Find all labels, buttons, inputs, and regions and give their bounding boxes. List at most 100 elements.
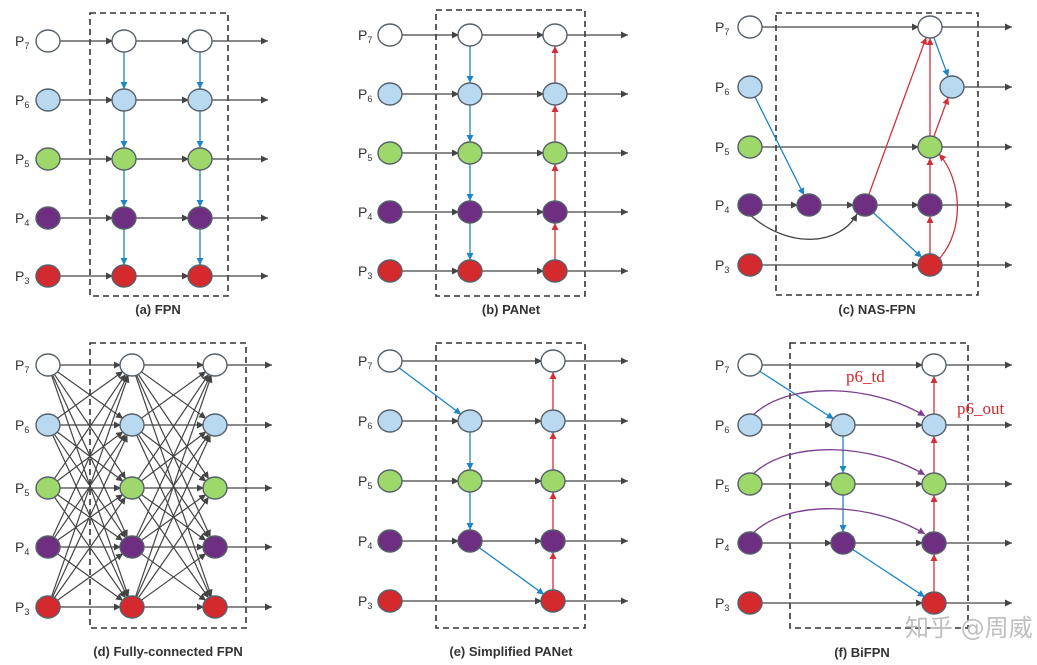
dashed-block-boundary	[775, 12, 979, 296]
level-label-p5: P5	[15, 151, 29, 169]
level-label-p6: P6	[715, 417, 729, 435]
top-down-edge	[851, 548, 926, 598]
level-subscript: 7	[724, 365, 729, 375]
level-subscript: 7	[367, 35, 372, 45]
node-p6	[377, 82, 403, 106]
level-subscript: 3	[367, 601, 372, 611]
node-p3	[917, 253, 943, 277]
lateral-edge	[53, 373, 127, 480]
level-label-p5: P5	[15, 480, 29, 498]
node-p5	[377, 469, 403, 493]
node-p7	[737, 15, 763, 39]
node-p6	[35, 413, 61, 437]
node-p5	[35, 147, 61, 171]
level-label-p7: P7	[358, 27, 372, 45]
node-p7	[119, 353, 145, 377]
level-label-p4: P4	[358, 204, 372, 222]
level-label-p7: P7	[358, 353, 372, 371]
level-subscript: 4	[24, 218, 29, 228]
top-down-edge	[398, 367, 462, 415]
node-p4	[737, 531, 763, 555]
node-p3	[187, 264, 213, 288]
node-p5	[187, 147, 213, 171]
panel-title-fpn: (a) FPN	[135, 302, 181, 317]
node-p3	[737, 591, 763, 615]
node-p3	[35, 595, 61, 619]
level-subscript: 6	[24, 425, 29, 435]
node-p4	[119, 535, 145, 559]
panel-title-simplified-panet: (e) Simplified PANet	[449, 644, 573, 659]
node-p6	[737, 413, 763, 437]
node-p4	[737, 193, 763, 217]
watermark: 知乎 @周威	[905, 614, 1033, 642]
top-down-edge	[872, 211, 923, 259]
node-p7	[540, 349, 566, 373]
panel-title-bifpn: (f) BiFPN	[834, 645, 890, 660]
level-label-p3: P3	[15, 268, 29, 286]
level-label-p5: P5	[358, 145, 372, 163]
node-p3	[542, 259, 568, 283]
node-p3	[35, 264, 61, 288]
lateral-edge	[135, 375, 213, 597]
node-p6	[921, 413, 947, 437]
lateral-edge	[56, 370, 124, 420]
node-p7	[917, 15, 943, 39]
node-p5	[202, 476, 228, 500]
lateral-edge	[51, 375, 130, 597]
level-label-p3: P3	[358, 263, 372, 281]
skip-curve-edge	[752, 449, 926, 476]
skip-curve-edge	[752, 390, 926, 417]
node-p6	[830, 413, 856, 437]
node-p3	[540, 589, 566, 613]
node-p5	[542, 141, 568, 165]
node-p5	[457, 469, 483, 493]
level-label-p3: P3	[715, 257, 729, 275]
top-down-edge	[933, 37, 950, 77]
level-subscript: 3	[367, 271, 372, 281]
level-label-p5: P5	[715, 139, 729, 157]
node-p7	[457, 23, 483, 47]
node-p5	[35, 476, 61, 500]
panel-title-nas-fpn: (c) NAS-FPN	[838, 302, 915, 317]
bottom-up-edge	[933, 97, 950, 137]
node-p7	[377, 349, 403, 373]
level-label-p7: P7	[715, 19, 729, 37]
lateral-edge	[52, 434, 128, 598]
level-subscript: 4	[367, 212, 372, 222]
level-label-p4: P4	[15, 210, 29, 228]
level-subscript: 6	[724, 425, 729, 435]
level-label-p6: P6	[358, 86, 372, 104]
panel-title-panet: (b) PANet	[482, 302, 541, 317]
level-subscript: 6	[24, 100, 29, 110]
node-p5	[119, 476, 145, 500]
level-subscript: 5	[24, 488, 29, 498]
node-p4	[111, 206, 137, 230]
panel-title-fully-connected-fpn: (d) Fully-connected FPN	[93, 644, 243, 659]
node-p5	[917, 135, 943, 159]
top-down-edge	[478, 546, 545, 596]
level-label-p6: P6	[15, 417, 29, 435]
node-p4	[796, 193, 822, 217]
node-p3	[377, 589, 403, 613]
node-p5	[921, 472, 947, 496]
level-subscript: 3	[724, 265, 729, 275]
top-down-edge	[754, 96, 805, 196]
level-subscript: 5	[367, 153, 372, 163]
node-p4	[377, 200, 403, 224]
level-label-p3: P3	[715, 595, 729, 613]
node-p6	[540, 409, 566, 433]
node-p7	[377, 23, 403, 47]
level-subscript: 7	[24, 41, 29, 51]
node-p7	[202, 353, 228, 377]
node-p4	[540, 529, 566, 553]
level-subscript: 6	[367, 421, 372, 431]
node-p5	[377, 141, 403, 165]
level-subscript: 5	[724, 147, 729, 157]
node-p6	[187, 88, 213, 112]
lateral-edge	[140, 370, 207, 420]
lateral-edge	[52, 374, 128, 538]
node-p6	[939, 75, 965, 99]
level-label-p7: P7	[715, 357, 729, 375]
level-subscript: 7	[367, 361, 372, 371]
